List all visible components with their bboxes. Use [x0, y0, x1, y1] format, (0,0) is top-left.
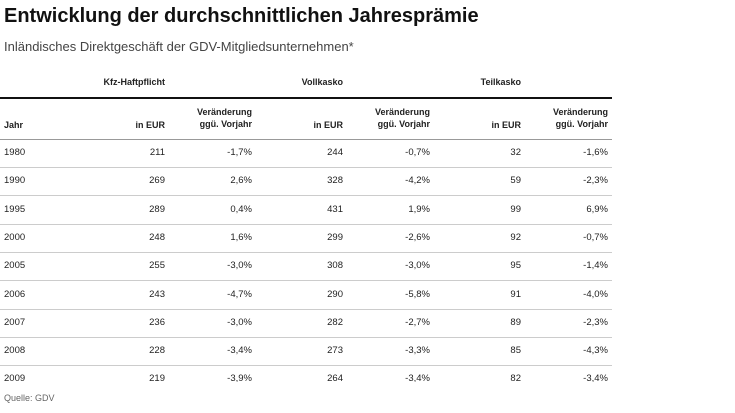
value-cell: 1,9%: [408, 203, 430, 215]
value-cell: -3,4%: [227, 345, 252, 357]
value-cell: -3,0%: [227, 316, 252, 328]
column-header: in EUR: [491, 120, 521, 130]
value-cell: -3,0%: [227, 260, 252, 272]
value-cell: 244: [327, 147, 343, 158]
value-cell: 85: [510, 345, 521, 357]
subtitle: Inländisches Direktgeschäft der GDV-Mitg…: [4, 39, 354, 54]
value-cell: 328: [327, 175, 343, 187]
year-cell: 2009: [4, 373, 26, 382]
value-cell: 99: [510, 203, 521, 215]
value-cell: -1,7%: [227, 147, 252, 158]
value-cell: 32: [510, 147, 521, 158]
value-cell: -3,9%: [227, 373, 252, 382]
rule: [0, 280, 612, 282]
value-cell: -2,3%: [583, 316, 608, 328]
column-header: Veränderung ggü. Vorjahr: [196, 107, 252, 129]
value-cell: 236: [149, 316, 165, 328]
value-cell: 92: [510, 231, 521, 243]
year-cell: 2000: [4, 231, 26, 243]
value-cell: -2,7%: [405, 316, 430, 328]
group-header: Vollkasko: [301, 77, 343, 87]
value-cell: -1,4%: [583, 260, 608, 272]
value-cell: -5,8%: [405, 288, 430, 300]
value-cell: 255: [149, 260, 165, 272]
value-cell: 59: [510, 175, 521, 187]
rule: [0, 336, 612, 338]
value-cell: 243: [149, 288, 165, 300]
value-cell: -2,6%: [405, 231, 430, 243]
value-cell: -3,4%: [405, 373, 430, 382]
value-cell: 308: [327, 260, 343, 272]
value-cell: -3,3%: [405, 345, 430, 357]
value-cell: 1,6%: [230, 231, 252, 243]
value-cell: 6,9%: [586, 203, 608, 215]
value-cell: 91: [510, 288, 521, 300]
value-cell: 282: [327, 316, 343, 328]
rule: [0, 167, 612, 168]
value-cell: 248: [149, 231, 165, 243]
year-cell: 2006: [4, 288, 26, 300]
value-cell: -3,0%: [405, 260, 430, 272]
value-cell: -4,3%: [583, 345, 608, 357]
table: Kfz-Haftpflicht Vollkasko Teilkasko Jahr in …: [0, 70, 620, 382]
year-cell: 2008: [4, 345, 26, 357]
value-cell: -2,3%: [583, 175, 608, 187]
value-cell: 228: [149, 345, 165, 357]
value-cell: 219: [149, 373, 165, 382]
value-cell: 269: [149, 175, 165, 187]
value-cell: 2,6%: [230, 175, 252, 187]
value-cell: -4,2%: [405, 175, 430, 187]
value-cell: 273: [327, 345, 343, 357]
value-cell: 95: [510, 260, 521, 272]
rule: [0, 139, 612, 140]
value-cell: 431: [327, 203, 343, 215]
column-header: in EUR: [135, 120, 165, 130]
column-header: Jahr: [4, 120, 24, 130]
value-cell: 290: [327, 288, 343, 300]
value-cell: 211: [149, 147, 165, 158]
rule: [0, 223, 612, 225]
column-header: in EUR: [313, 120, 343, 130]
value-cell: -1,6%: [583, 147, 608, 158]
value-cell: 0,4%: [230, 203, 252, 215]
value-cell: 289: [149, 203, 165, 215]
year-cell: 1980: [4, 147, 26, 158]
value-cell: 264: [327, 373, 343, 382]
year-cell: 2005: [4, 260, 26, 272]
rule: [0, 251, 612, 253]
group-header: Kfz-Haftpflicht: [103, 77, 166, 87]
year-cell: 1990: [4, 175, 26, 187]
value-cell: -0,7%: [583, 231, 608, 243]
title: Entwicklung der durchschnittlichen Jahre…: [4, 5, 479, 27]
value-cell: -3,4%: [583, 373, 608, 382]
rule: [0, 97, 612, 99]
value-cell: 299: [327, 231, 343, 243]
rule: [0, 195, 612, 197]
group-header: Teilkasko: [480, 77, 521, 87]
value-cell: 82: [510, 373, 521, 382]
value-cell: -4,7%: [227, 288, 252, 300]
value-cell: 89: [510, 316, 521, 328]
source: Quelle: GDV: [4, 393, 55, 403]
rule: [0, 365, 612, 367]
rule: [0, 308, 612, 310]
year-cell: 1995: [4, 203, 26, 215]
value-cell: -4,0%: [583, 288, 608, 300]
column-header: Veränderung ggü. Vorjahr: [374, 107, 430, 129]
column-header: Veränderung ggü. Vorjahr: [552, 107, 608, 129]
year-cell: 2007: [4, 316, 26, 328]
value-cell: -0,7%: [405, 147, 430, 158]
